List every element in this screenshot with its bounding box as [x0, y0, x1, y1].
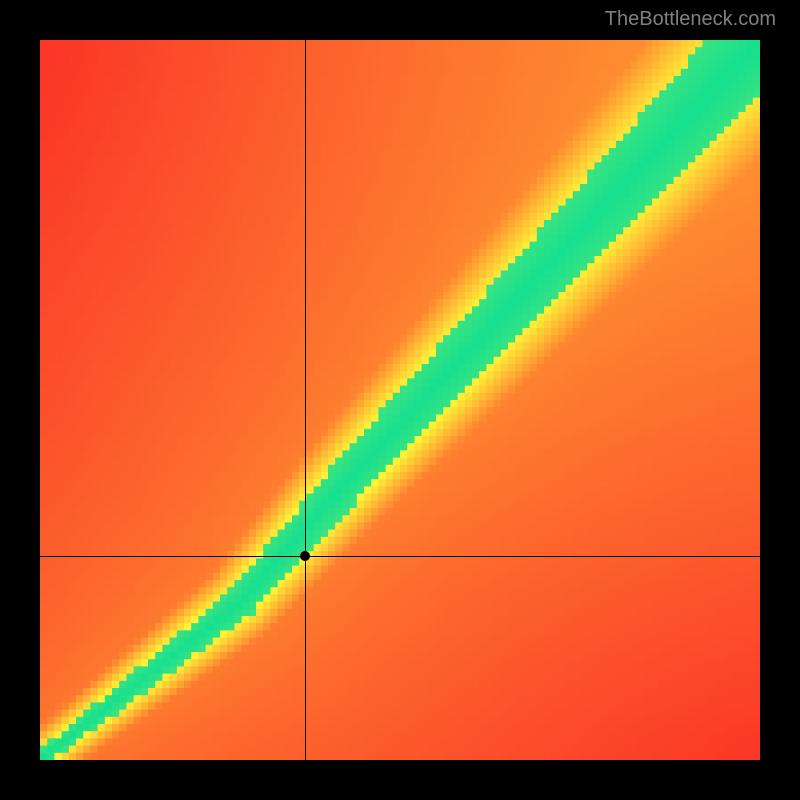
heatmap-canvas	[40, 40, 760, 760]
attribution-text: TheBottleneck.com	[605, 8, 776, 31]
heatmap-plot	[40, 40, 760, 760]
